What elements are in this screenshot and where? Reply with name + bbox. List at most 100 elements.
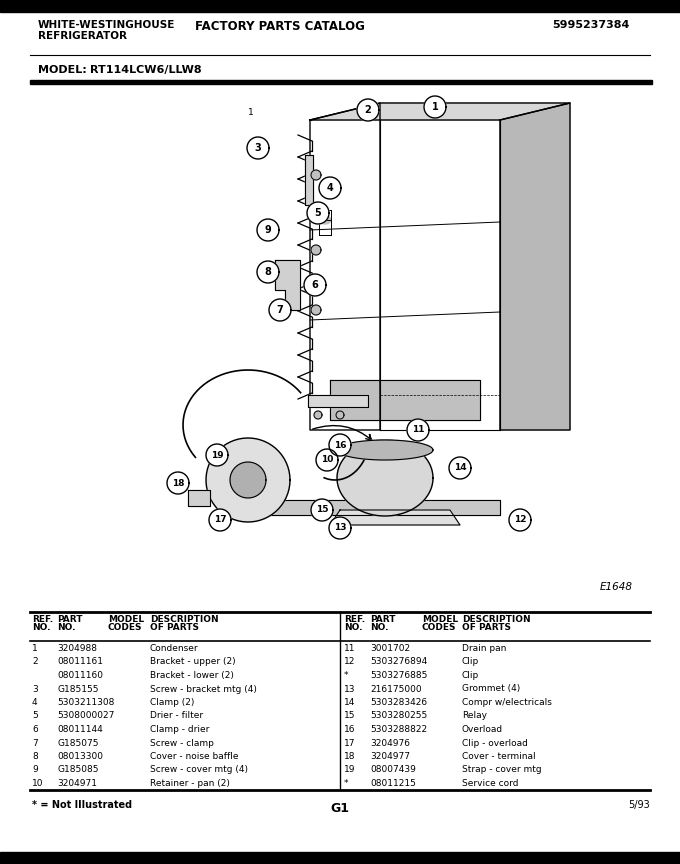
- Polygon shape: [230, 462, 266, 498]
- Text: 10: 10: [32, 779, 44, 788]
- Text: 17: 17: [344, 739, 356, 747]
- Text: Clip - overload: Clip - overload: [462, 739, 528, 747]
- Text: REFRIGERATOR: REFRIGERATOR: [38, 31, 127, 41]
- Text: 216175000: 216175000: [370, 684, 422, 694]
- Polygon shape: [310, 103, 570, 120]
- Text: 7: 7: [32, 739, 38, 747]
- Polygon shape: [330, 510, 460, 525]
- Bar: [305, 155, 313, 205]
- Text: *: *: [344, 671, 348, 680]
- Text: *: *: [344, 779, 348, 788]
- Polygon shape: [304, 274, 326, 296]
- Text: DESCRIPTION: DESCRIPTION: [462, 615, 530, 624]
- Text: Screw - clamp: Screw - clamp: [150, 739, 214, 747]
- Text: 18: 18: [344, 752, 356, 761]
- Circle shape: [311, 170, 321, 180]
- Text: Retainer - pan (2): Retainer - pan (2): [150, 779, 230, 788]
- Polygon shape: [307, 202, 329, 224]
- Text: NO.: NO.: [32, 623, 50, 632]
- Polygon shape: [257, 261, 279, 283]
- Text: 5303283426: 5303283426: [370, 698, 427, 707]
- Bar: [308, 395, 368, 407]
- Text: 3001702: 3001702: [370, 644, 410, 653]
- Text: Drier - filter: Drier - filter: [150, 711, 203, 721]
- Polygon shape: [329, 517, 351, 539]
- Text: Service cord: Service cord: [462, 779, 518, 788]
- Text: 8: 8: [32, 752, 38, 761]
- Polygon shape: [206, 438, 290, 522]
- Text: 1: 1: [32, 644, 38, 653]
- Text: 19: 19: [211, 450, 223, 460]
- Text: 13: 13: [334, 524, 346, 532]
- Text: 08011161: 08011161: [57, 658, 103, 666]
- Text: 08011215: 08011215: [370, 779, 416, 788]
- Text: 13: 13: [344, 684, 356, 694]
- Text: Condenser: Condenser: [150, 644, 199, 653]
- Text: Overload: Overload: [462, 725, 503, 734]
- Text: DESCRIPTION: DESCRIPTION: [150, 615, 219, 624]
- Text: 5303280255: 5303280255: [370, 711, 427, 721]
- Text: 6: 6: [311, 280, 318, 290]
- Text: 12: 12: [514, 516, 526, 524]
- Text: 15: 15: [316, 505, 328, 514]
- Text: NO.: NO.: [344, 623, 362, 632]
- Polygon shape: [206, 444, 228, 466]
- Text: 5303276894: 5303276894: [370, 658, 427, 666]
- Text: 5/93: 5/93: [628, 800, 650, 810]
- Circle shape: [311, 245, 321, 255]
- Text: 11: 11: [412, 425, 424, 435]
- Polygon shape: [167, 472, 189, 494]
- Text: FACTORY PARTS CATALOG: FACTORY PARTS CATALOG: [195, 20, 365, 33]
- Text: 3: 3: [254, 143, 261, 153]
- Text: NO.: NO.: [370, 623, 388, 632]
- Text: REF.: REF.: [32, 615, 53, 624]
- Text: Clamp - drier: Clamp - drier: [150, 725, 209, 734]
- Text: 08011144: 08011144: [57, 725, 103, 734]
- Text: 5: 5: [32, 711, 38, 721]
- Text: Clip: Clip: [462, 671, 479, 680]
- Bar: [330, 380, 480, 420]
- Text: 5308000027: 5308000027: [57, 711, 114, 721]
- Text: 5303288822: 5303288822: [370, 725, 427, 734]
- Text: MODEL: MODEL: [422, 615, 458, 624]
- Text: Drain pan: Drain pan: [462, 644, 507, 653]
- Text: 12: 12: [344, 658, 356, 666]
- Text: G185075: G185075: [57, 739, 99, 747]
- Ellipse shape: [337, 440, 433, 460]
- Text: 5303211308: 5303211308: [57, 698, 114, 707]
- Text: 08007439: 08007439: [370, 766, 416, 774]
- Circle shape: [314, 411, 322, 419]
- Text: CODES: CODES: [422, 623, 456, 632]
- Text: 2: 2: [364, 105, 371, 115]
- Text: 19: 19: [344, 766, 356, 774]
- Bar: [230, 500, 500, 515]
- Text: Strap - cover mtg: Strap - cover mtg: [462, 766, 542, 774]
- Text: Cover - noise baffle: Cover - noise baffle: [150, 752, 239, 761]
- Text: G1: G1: [330, 802, 350, 815]
- Polygon shape: [319, 177, 341, 199]
- Polygon shape: [316, 449, 338, 471]
- Polygon shape: [310, 103, 380, 430]
- Text: PART: PART: [57, 615, 82, 624]
- Polygon shape: [509, 509, 531, 531]
- Text: Relay: Relay: [462, 711, 487, 721]
- Text: 2: 2: [32, 658, 37, 666]
- Text: 1: 1: [432, 102, 439, 112]
- Text: 4: 4: [326, 183, 333, 193]
- Text: 3204977: 3204977: [370, 752, 410, 761]
- Ellipse shape: [319, 216, 331, 224]
- Text: 9: 9: [265, 225, 271, 235]
- Text: 5995237384: 5995237384: [553, 20, 630, 30]
- Text: 8: 8: [265, 267, 271, 277]
- Text: 18: 18: [172, 479, 184, 487]
- Text: 9: 9: [32, 766, 38, 774]
- Text: 5303276885: 5303276885: [370, 671, 427, 680]
- Text: REF.: REF.: [344, 615, 365, 624]
- Text: Compr w/electricals: Compr w/electricals: [462, 698, 552, 707]
- Polygon shape: [357, 99, 379, 121]
- Text: Clip: Clip: [462, 658, 479, 666]
- Polygon shape: [337, 440, 433, 516]
- Text: 10: 10: [321, 455, 333, 465]
- Text: G185155: G185155: [57, 684, 99, 694]
- Text: Clamp (2): Clamp (2): [150, 698, 194, 707]
